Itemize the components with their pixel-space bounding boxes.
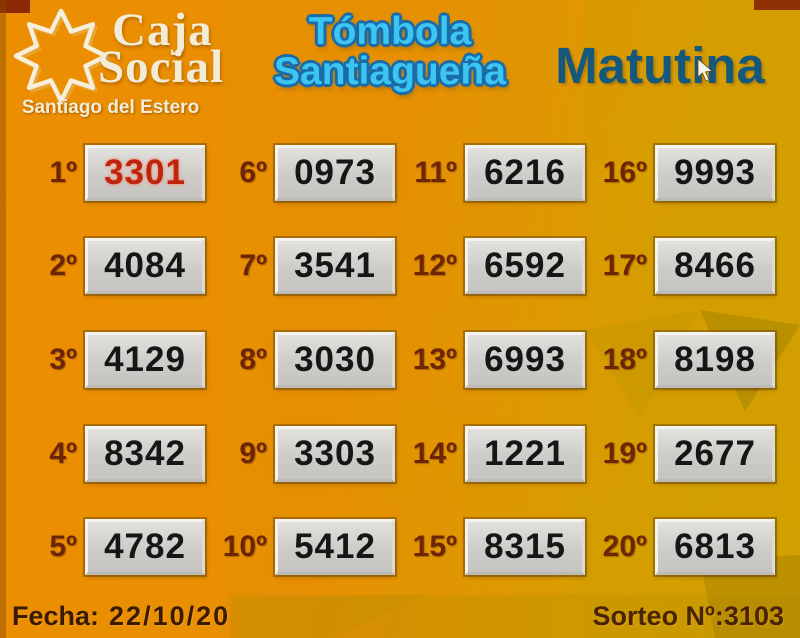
position-label: 20º [602,530,647,564]
results-grid: 1º 3301 6º 0973 11º 6216 16º 9993 2º 408… [22,126,782,594]
position-label: 9º [239,436,267,470]
caja-social-logo: Caja Social [98,4,225,93]
result-cell-13: 13º 6993 [402,313,592,407]
position-label: 12º [412,249,457,283]
result-cell-18: 18º 8198 [592,313,782,407]
mouse-cursor-icon [697,58,713,87]
title-line1: Tómbola [308,10,472,53]
number-box: 5412 [275,519,395,576]
result-cell-15: 15º 8315 [402,500,592,594]
position-label: 1º [49,155,77,189]
date-value: 22/10/20 [109,601,231,631]
position-label: 11º [414,155,457,189]
result-cell-7: 7º 3541 [212,220,402,314]
number-box: 8315 [465,519,585,576]
position-label: 5º [49,530,77,564]
number-box: 2677 [655,425,775,482]
number-box: 6813 [655,519,775,576]
number-box: 6592 [465,238,585,295]
result-cell-8: 8º 3030 [212,313,402,407]
position-label: 15º [412,530,457,564]
number-box: 4084 [85,238,205,295]
result-cell-6: 6º 0973 [212,126,402,220]
position-label: 19º [602,436,647,470]
number-box: 4782 [85,519,205,576]
number-box: 8466 [655,238,775,295]
result-cell-9: 9º 3303 [212,407,402,501]
result-cell-1: 1º 3301 [22,126,212,220]
number-box: 8198 [655,331,775,388]
position-label: 17º [602,249,647,283]
position-label: 13º [412,342,457,376]
draw-label: Sorteo Nº: [592,601,724,631]
video-artifact-top-left [0,0,30,13]
number-box: 1221 [465,425,585,482]
draw-number: Sorteo Nº:3103 [593,601,784,632]
video-artifact-top-right [754,0,800,10]
position-label: 18º [602,342,647,376]
position-label: 16º [602,155,647,189]
number-box: 3541 [275,238,395,295]
result-cell-20: 20º 6813 [592,500,782,594]
result-cell-11: 11º 6216 [402,126,592,220]
edition-title: Matutina [555,37,765,94]
caja-social-star-icon [12,4,111,113]
number-box: 6993 [465,331,585,388]
position-label: 2º [49,249,77,283]
result-cell-5: 5º 4782 [22,500,212,594]
result-cell-12: 12º 6592 [402,220,592,314]
result-cell-10: 10º 5412 [212,500,402,594]
position-label: 4º [49,436,77,470]
date-label: Fecha: [12,601,100,631]
number-box-first-prize: 3301 [85,144,205,201]
position-label: 10º [222,530,267,564]
logo-line2: Social [98,41,225,93]
result-cell-4: 4º 8342 [22,407,212,501]
result-cell-3: 3º 4129 [22,313,212,407]
number-box: 6216 [465,144,585,201]
result-cell-14: 14º 1221 [402,407,592,501]
result-cell-19: 19º 2677 [592,407,782,501]
number-box: 3303 [275,425,395,482]
logo-line1: Caja [112,4,213,56]
number-box: 0973 [275,144,395,201]
video-artifact-left-edge [0,0,6,638]
position-label: 3º [49,342,77,376]
number-box: 8342 [85,425,205,482]
result-cell-2: 2º 4084 [22,220,212,314]
result-cell-16: 16º 9993 [592,126,782,220]
logo-subtitle: Santiago del Estero [21,97,200,118]
number-box: 3030 [275,331,395,388]
page-title: Tómbola Santiagueña [252,12,528,92]
position-label: 14º [412,436,457,470]
position-label: 7º [239,249,267,283]
number-box: 4129 [85,331,205,388]
number-box: 9993 [655,144,775,201]
title-line2: Santiagueña [274,50,506,93]
position-label: 6º [239,155,267,189]
result-cell-17: 17º 8466 [592,220,782,314]
draw-value: 3103 [723,601,784,631]
draw-date: Fecha: 22/10/20 [12,601,230,632]
position-label: 8º [239,342,267,376]
